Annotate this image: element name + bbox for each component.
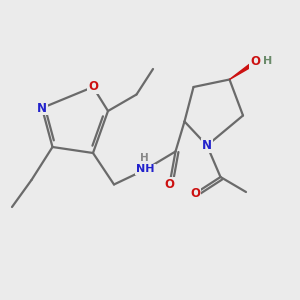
Text: O: O	[250, 55, 260, 68]
Text: O: O	[164, 178, 175, 191]
Text: H: H	[263, 56, 272, 67]
Polygon shape	[230, 60, 258, 80]
Text: NH: NH	[136, 164, 155, 175]
Text: N: N	[202, 139, 212, 152]
Text: H: H	[140, 153, 148, 163]
Text: O: O	[190, 187, 200, 200]
Text: N: N	[37, 101, 47, 115]
Text: O: O	[88, 80, 98, 94]
